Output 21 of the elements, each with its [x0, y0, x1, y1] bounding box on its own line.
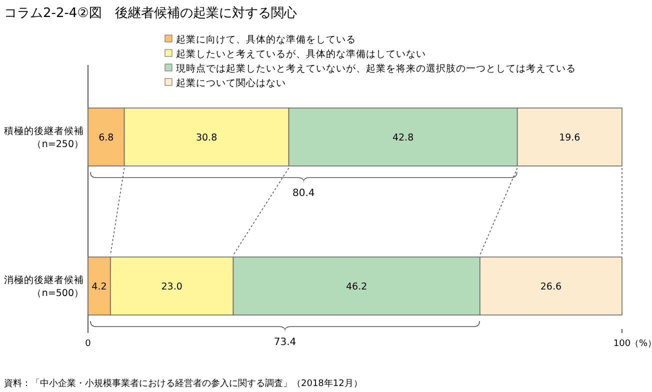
text: 73.4 — [274, 337, 296, 348]
legend-label: 起業について関心はない — [176, 77, 286, 89]
text: 資料：「中小企業・小規模事業者における経営者の参入に関する調査」（2018年12月） — [4, 378, 362, 389]
text: 46.2 — [346, 282, 368, 292]
x-tick-label: 100 — [613, 339, 631, 349]
text: 19.6 — [559, 132, 580, 144]
legend-label: 起業に向けて、具体的な準備をしている — [176, 34, 356, 46]
x-axis-title: （%） — [630, 339, 652, 349]
annotation: 80.4 — [292, 188, 315, 199]
legend-label: 起業したいと考えているが、具体的な準備はしていない — [176, 48, 426, 60]
text: 30.8 — [196, 132, 218, 144]
x-tick-label: 0 — [85, 339, 92, 349]
y-tick-label: 積極的後継者候補（n=250） — [4, 125, 84, 150]
chart-title: コラム2-2-4②図 後継者候補の起業に対する関心 — [4, 5, 297, 21]
text: 6.8 — [98, 132, 114, 144]
text: 42.8 — [392, 132, 414, 144]
legend-label: 現時点では起業したいと考えていないが、起業を将来の選択肢の一つとしては考えている — [176, 62, 576, 74]
text: 23.0 — [161, 282, 182, 292]
y-tick-label: 消極的後継者候補（n=500） — [4, 274, 84, 299]
text: 4.2 — [92, 282, 107, 292]
text: 26.6 — [540, 282, 562, 292]
